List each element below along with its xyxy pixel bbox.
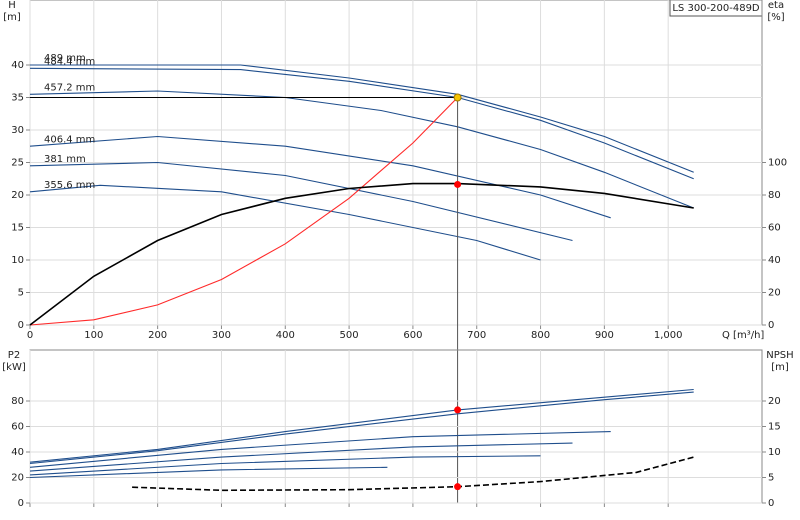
y-tick-label: 35	[11, 93, 24, 104]
y2-tick-label: 20	[768, 396, 781, 407]
curve	[29, 388, 694, 463]
y2-tick-label: 40	[768, 255, 781, 266]
curve-label: 355.6 mm	[44, 180, 95, 191]
x-label: Q [m³/h]	[722, 330, 764, 341]
y-tick-label: 30	[11, 125, 24, 136]
x-tick-label: 100	[84, 330, 103, 341]
y2-label: NPSH	[766, 350, 793, 361]
y2-tick-label: 0	[768, 498, 774, 509]
curve	[29, 431, 611, 468]
x-tick-label: 700	[467, 330, 486, 341]
curve-label: 489 mm	[44, 53, 86, 64]
x-tick-label: 500	[340, 330, 359, 341]
curve	[29, 391, 694, 465]
y-tick-label: 0	[18, 320, 24, 331]
curve	[29, 466, 388, 479]
y-tick-label: 0	[18, 498, 24, 509]
y-tick-label: 10	[11, 255, 24, 266]
x-tick-label: 800	[531, 330, 550, 341]
y2-tick-label: 60	[768, 223, 781, 234]
y2-tick-label: 20	[768, 288, 781, 299]
curve	[29, 97, 458, 326]
y-tick-label: 60	[11, 422, 24, 433]
y2-tick-label: 15	[768, 422, 781, 433]
y2-tick-label: 5	[768, 473, 774, 484]
x-tick-label: 1,000	[654, 330, 683, 341]
curve-label: 381 mm	[44, 154, 86, 165]
y2-tick-label: 100	[768, 158, 787, 169]
y2-tick-label: 80	[768, 190, 781, 201]
y-unit: [m]	[3, 12, 21, 23]
y-tick-label: 40	[11, 447, 24, 458]
curve	[29, 135, 611, 219]
curve	[29, 455, 541, 476]
y-tick-label: 80	[11, 396, 24, 407]
operating-point	[454, 483, 462, 491]
y-tick-label: 20	[11, 190, 24, 201]
y2-tick-label: 0	[768, 320, 774, 331]
y-label: P2	[8, 350, 20, 361]
y-unit: [kW]	[2, 362, 26, 373]
operating-point	[454, 406, 462, 414]
y-tick-label: 40	[11, 60, 24, 71]
curve	[29, 161, 573, 242]
y-tick-label: 20	[11, 473, 24, 484]
y2-tick-label: 10	[768, 447, 781, 458]
y2-unit: [m]	[771, 362, 789, 373]
y-tick-label: 5	[18, 288, 24, 299]
operating-point	[453, 93, 462, 102]
curve	[29, 182, 694, 326]
curve	[29, 184, 541, 261]
x-tick-label: 0	[27, 330, 33, 341]
y2-label: eta	[768, 0, 784, 11]
x-tick-label: 600	[403, 330, 422, 341]
curve-label: 484.4 mm	[44, 56, 95, 67]
x-tick-label: 900	[595, 330, 614, 341]
x-tick-label: 400	[276, 330, 295, 341]
curve	[29, 90, 694, 209]
y2-unit: [%]	[767, 12, 784, 23]
operating-point	[454, 180, 462, 188]
y-label: H	[8, 0, 16, 11]
y-tick-label: 15	[11, 223, 24, 234]
curve	[29, 442, 573, 472]
chart-title: LS 300-200-489D	[672, 3, 760, 14]
curve-label: 406.4 mm	[44, 134, 95, 145]
x-tick-label: 200	[148, 330, 167, 341]
y-tick-label: 25	[11, 158, 24, 169]
x-tick-label: 300	[212, 330, 231, 341]
curve-label: 457.2 mm	[44, 82, 95, 93]
